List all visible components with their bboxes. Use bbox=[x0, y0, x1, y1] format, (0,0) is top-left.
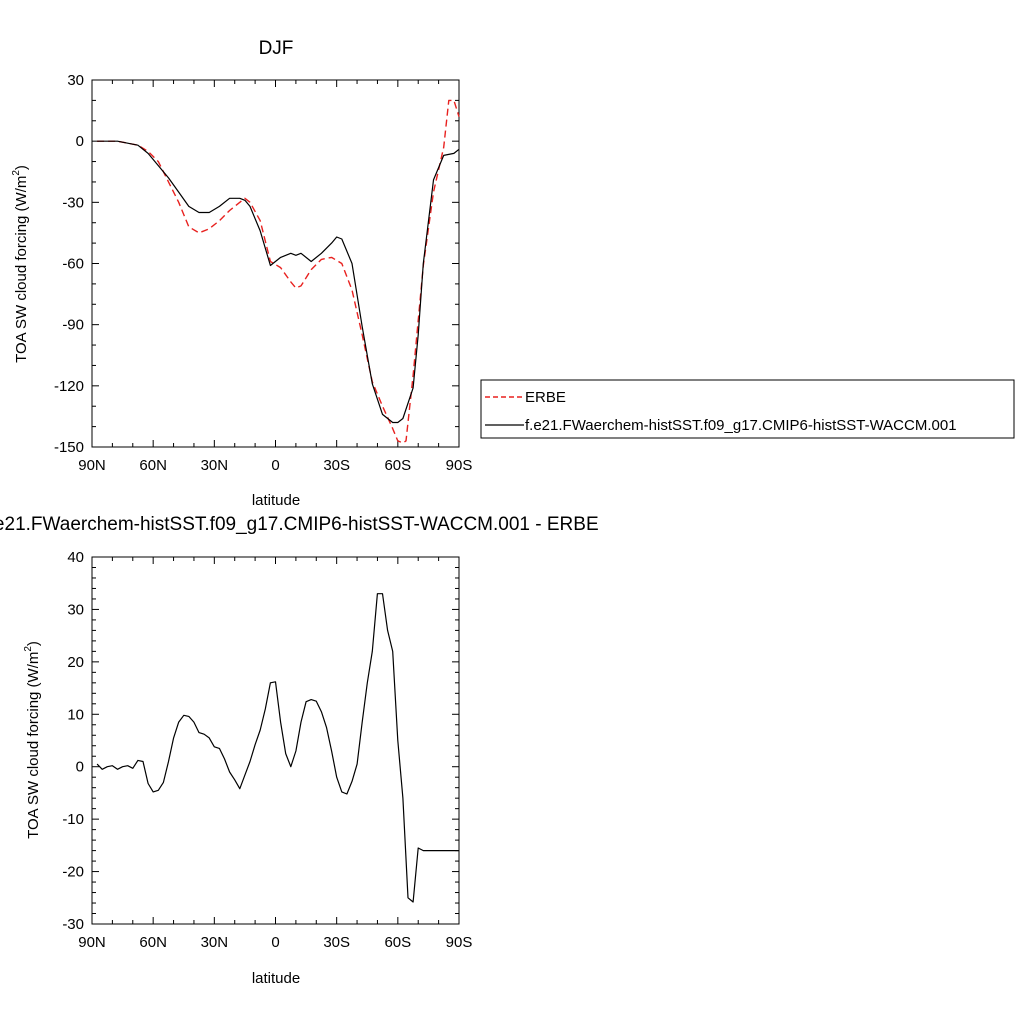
y-axis-title-close: ) bbox=[25, 641, 42, 646]
x-tick-label: 0 bbox=[271, 457, 279, 474]
series-line-1 bbox=[97, 99, 460, 444]
y-axis-title-close: ) bbox=[13, 165, 30, 170]
y-tick-label: -20 bbox=[62, 864, 84, 881]
y-tick-label: -30 bbox=[62, 916, 84, 933]
y-tick-label: -90 bbox=[62, 317, 84, 334]
x-tick-label: 60N bbox=[139, 457, 167, 474]
x-tick-label: 90S bbox=[446, 934, 473, 951]
y-axis-title: TOA SW cloud forcing (W/m2) bbox=[11, 165, 30, 363]
legend: ERBE f.e21.FWaerchem-histSST.f09_g17.CMI… bbox=[480, 379, 1015, 439]
y-axis-title-superscript: 2 bbox=[23, 646, 34, 652]
legend-label-erbe: ERBE bbox=[525, 389, 566, 406]
plot-frame bbox=[91, 79, 460, 448]
y-tick-label: -150 bbox=[54, 439, 84, 456]
series-line-1 bbox=[96, 593, 459, 903]
x-tick-label: 30N bbox=[201, 934, 229, 951]
y-tick-label: -120 bbox=[54, 378, 84, 395]
y-tick-label: 20 bbox=[67, 654, 84, 671]
legend-box bbox=[480, 379, 1015, 439]
x-tick-label: 90N bbox=[78, 934, 106, 951]
y-axis-title-main: TOA SW cloud forcing (W/m bbox=[25, 652, 42, 839]
chart-djf: DJF 90N 60N 30N 0 30S 60S 90S -150 -120 -90 -60 -3… bbox=[11, 38, 472, 509]
x-axis-title: latitude bbox=[252, 970, 300, 987]
y-axis: -30 -20 -10 0 10 20 30 40 bbox=[62, 549, 459, 933]
series-line-2 bbox=[97, 140, 460, 424]
y-tick-label: -30 bbox=[62, 194, 84, 211]
y-tick-label: -60 bbox=[62, 256, 84, 273]
y-axis-title-superscript: 2 bbox=[11, 170, 22, 176]
x-axis: 90N 60N 30N 0 30S 60S 90S bbox=[78, 557, 472, 951]
x-axis-title: latitude bbox=[252, 492, 300, 509]
x-tick-label: 30N bbox=[201, 457, 229, 474]
x-tick-label: 30S bbox=[323, 934, 350, 951]
x-tick-label: 30S bbox=[323, 457, 350, 474]
x-tick-label: 60N bbox=[139, 934, 167, 951]
y-axis-title-main: TOA SW cloud forcing (W/m bbox=[13, 176, 30, 363]
series-lines bbox=[97, 99, 460, 444]
y-tick-label: -10 bbox=[62, 811, 84, 828]
y-tick-label: 0 bbox=[76, 133, 84, 150]
y-tick-label: 10 bbox=[67, 706, 84, 723]
x-tick-label: 90N bbox=[78, 457, 106, 474]
y-axis-title: TOA SW cloud forcing (W/m2) bbox=[23, 641, 42, 839]
x-tick-label: 60S bbox=[384, 934, 411, 951]
y-tick-label: 30 bbox=[67, 72, 84, 89]
x-tick-label: 60S bbox=[384, 457, 411, 474]
plot-frame bbox=[91, 556, 460, 925]
legend-label-model: f.e21.FWaerchem-histSST.f09_g17.CMIP6-hi… bbox=[525, 417, 957, 434]
y-tick-label: 0 bbox=[76, 759, 84, 776]
chart-difference: f.e21.FWaerchem-histSST.f09_g17.CMIP6-hi… bbox=[0, 514, 599, 987]
x-tick-label: 90S bbox=[446, 457, 473, 474]
y-tick-label: 30 bbox=[67, 601, 84, 618]
series-lines bbox=[96, 593, 459, 903]
chart-title: DJF bbox=[259, 38, 294, 59]
y-axis: -150 -120 -90 -60 -30 0 30 bbox=[54, 72, 459, 456]
y-tick-label: 40 bbox=[67, 549, 84, 566]
x-axis: 90N 60N 30N 0 30S 60S 90S bbox=[78, 80, 472, 474]
chart-title: f.e21.FWaerchem-histSST.f09_g17.CMIP6-hi… bbox=[0, 514, 599, 535]
x-tick-label: 0 bbox=[271, 934, 279, 951]
